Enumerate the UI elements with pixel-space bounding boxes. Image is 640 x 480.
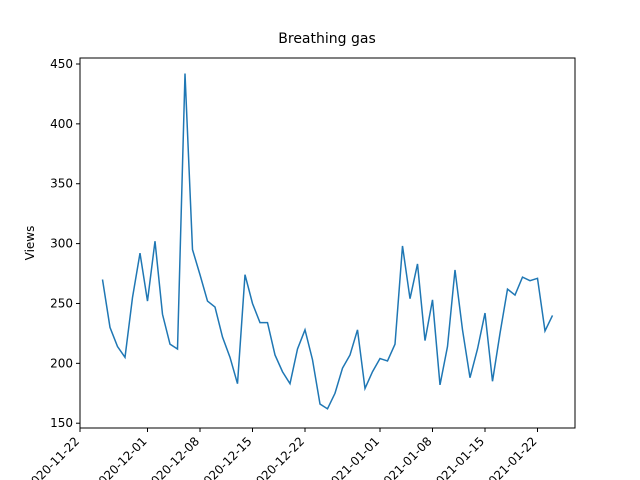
x-tick-label: 2020-12-15	[195, 434, 254, 480]
y-tick-label: 250	[50, 296, 73, 310]
y-tick-label: 450	[50, 57, 73, 71]
y-tick-label: 300	[50, 237, 73, 251]
x-tick-label: 2020-12-22	[248, 434, 307, 480]
plot-frame	[79, 57, 576, 429]
y-tick-label: 350	[50, 177, 73, 191]
x-tick-label: 2020-11-22	[23, 434, 82, 480]
x-tick-label: 2020-12-01	[90, 434, 149, 480]
y-tick-label: 200	[50, 356, 73, 370]
y-tick-label: 150	[50, 416, 73, 430]
y-axis-label: Views	[23, 226, 37, 261]
x-tick-label: 2021-01-15	[428, 434, 487, 480]
y-tick-label: 400	[50, 117, 73, 131]
line	[101, 73, 554, 410]
x-tick-label: 2020-12-08	[143, 434, 202, 480]
x-tick-label: 2021-01-22	[480, 434, 539, 480]
chart-title: Breathing gas	[278, 31, 375, 47]
x-tick-label: 2021-01-08	[375, 434, 434, 480]
x-tick-label: 2021-01-01	[323, 434, 382, 480]
